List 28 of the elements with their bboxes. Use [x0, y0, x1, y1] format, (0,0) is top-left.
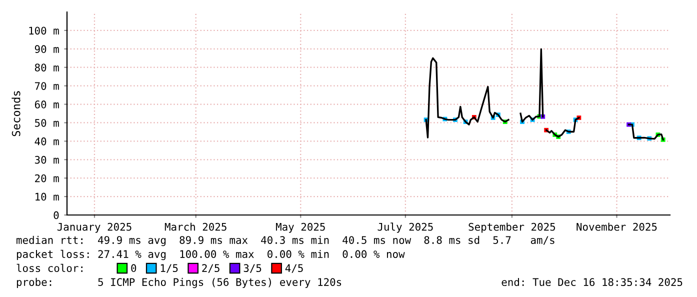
x-tick-label: September 2025 [468, 222, 556, 233]
legend-label: 4/5 [285, 264, 303, 273]
y-tick-label: 30 m [34, 156, 59, 164]
x-tick-label: May 2025 [276, 222, 325, 233]
y-tick-label: 60 m [34, 100, 59, 108]
x-tick-label: March 2025 [164, 222, 226, 231]
legend-label: 0 [131, 264, 136, 272]
x-tick-label: July 2025 [378, 222, 433, 233]
legend-title: loss color: [16, 264, 82, 272]
legend-label: 3/5 [244, 264, 262, 273]
legend-label: 1/5 [160, 264, 178, 273]
legend-label: 2/5 [202, 264, 220, 273]
y-tick-label: 0 [54, 211, 59, 220]
text: median rtt: 49.9 ms avg 89.9 ms max 40.3 ms min 40.5 ms now 8.8 ms sd 5.7 am/s [16, 236, 554, 246]
y-tick-label: 70 m [34, 82, 59, 90]
y-tick-label: 100 m [29, 26, 59, 35]
y-tick-label: 20 m [35, 174, 59, 182]
text: packet loss: 27.41 % avg 100.00 % max 0.00 % min 0.00 % now [16, 250, 405, 260]
y-axis-title: Seconds [12, 91, 20, 136]
y-tick-label: 90 m [34, 45, 59, 54]
text: end: Tue Dec 16 18:35:34 2025 [502, 278, 682, 286]
y-tick-label: 40 m [34, 137, 59, 146]
text: probe: 5 ICMP Echo Pings (56 Bytes) every 120s [16, 278, 342, 288]
y-tick-label: 80 m [34, 64, 59, 72]
x-tick-label: November 2025 [576, 222, 657, 231]
x-tick-label: January 2025 [57, 222, 132, 233]
y-tick-label: 50 m [35, 118, 59, 127]
y-tick-label: 10 m [36, 192, 59, 201]
